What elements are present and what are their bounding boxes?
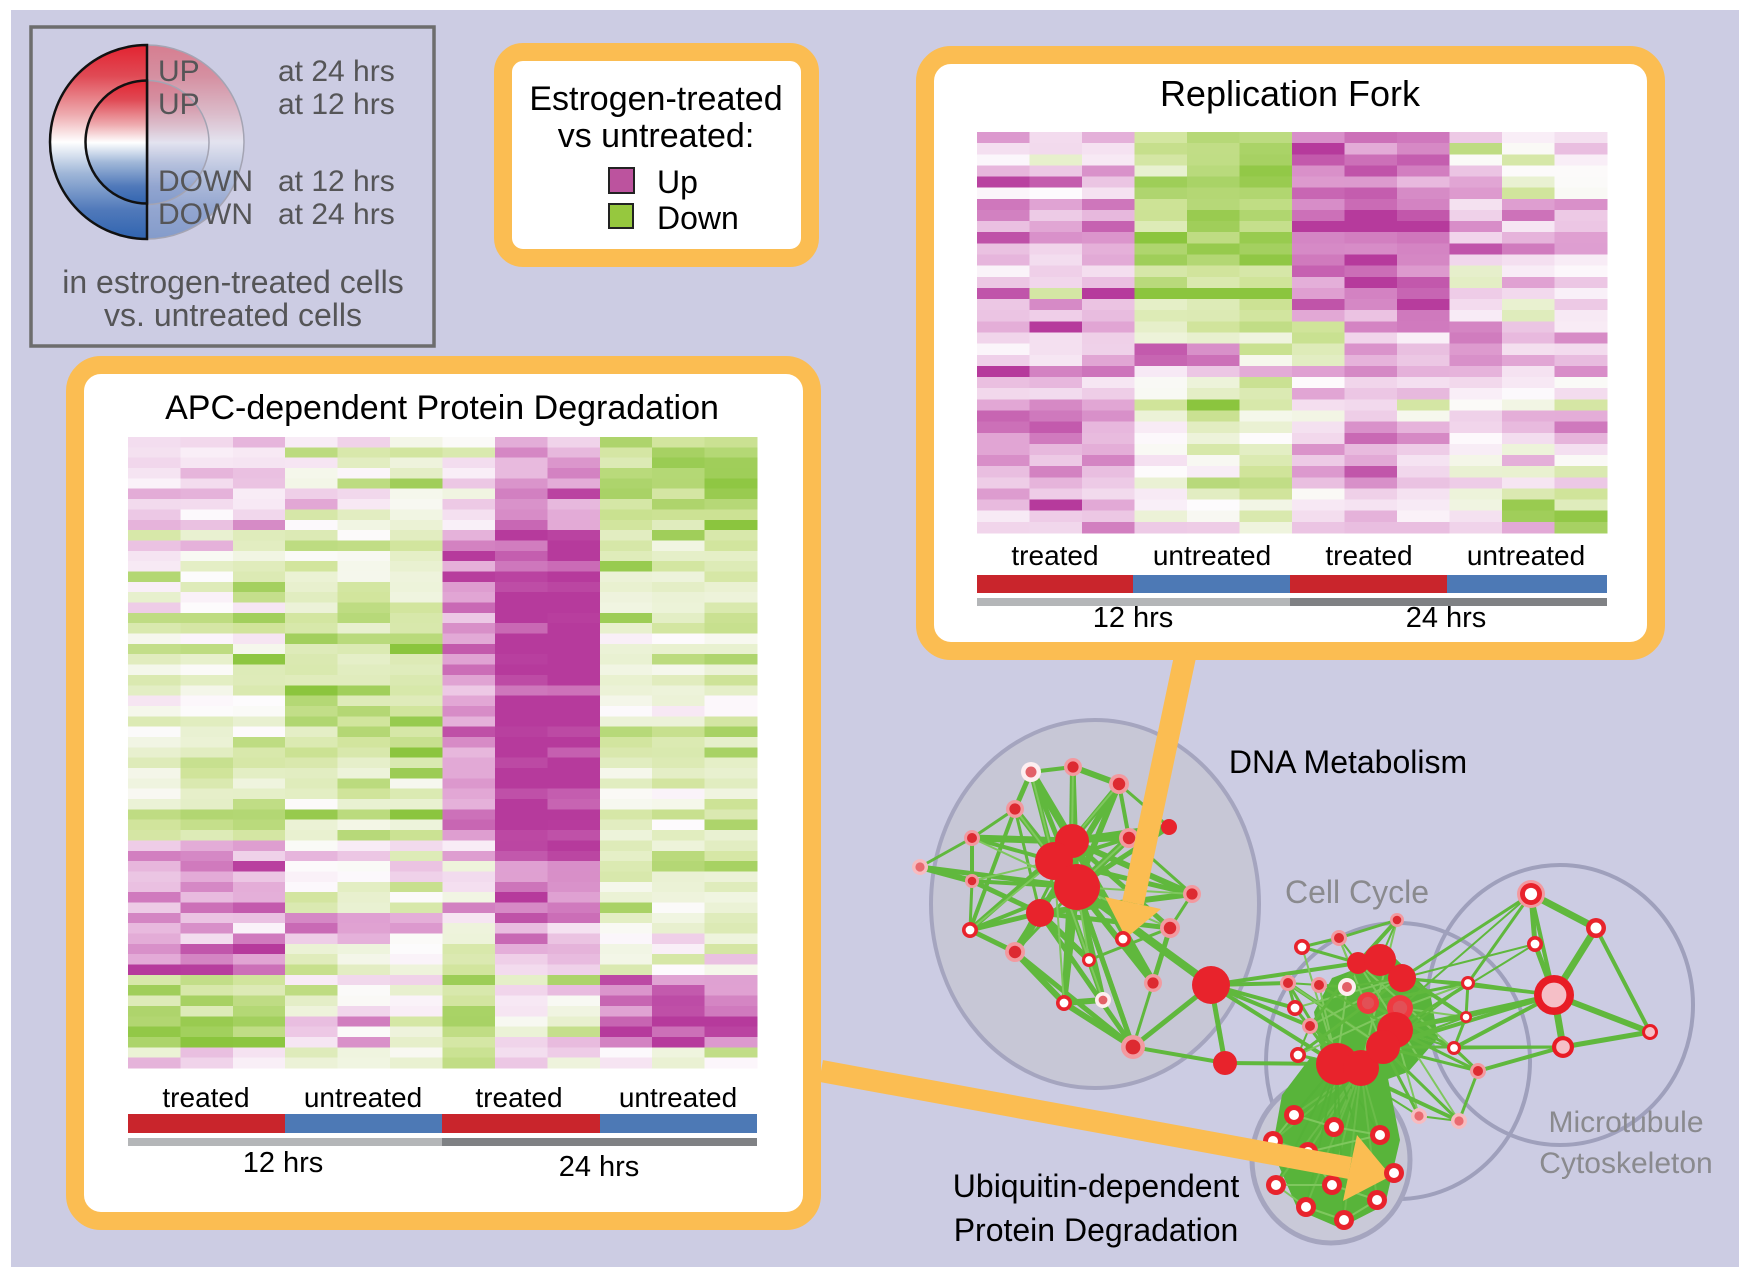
- svg-text:at 12 hrs: at 12 hrs: [278, 165, 395, 198]
- svg-text:12 hrs: 12 hrs: [1093, 602, 1174, 634]
- svg-text:at 24 hrs: at 24 hrs: [278, 55, 395, 88]
- svg-text:UP: UP: [158, 88, 200, 121]
- svg-text:vs untreated:: vs untreated:: [558, 117, 755, 155]
- svg-text:Cell Cycle: Cell Cycle: [1285, 874, 1429, 910]
- svg-text:DOWN: DOWN: [158, 198, 253, 231]
- svg-text:Estrogen-treated: Estrogen-treated: [529, 80, 782, 118]
- svg-text:12 hrs: 12 hrs: [243, 1147, 324, 1179]
- svg-text:DOWN: DOWN: [158, 165, 253, 198]
- svg-text:untreated: untreated: [1153, 540, 1271, 571]
- svg-text:at 12 hrs: at 12 hrs: [278, 88, 395, 121]
- svg-text:Ubiquitin-dependent: Ubiquitin-dependent: [953, 1168, 1240, 1204]
- svg-text:Protein Degradation: Protein Degradation: [954, 1212, 1239, 1248]
- svg-text:APC-dependent Protein Degradat: APC-dependent Protein Degradation: [165, 389, 719, 427]
- svg-text:treated: treated: [475, 1082, 562, 1113]
- svg-text:treated: treated: [1325, 540, 1412, 571]
- svg-text:vs. untreated cells: vs. untreated cells: [104, 297, 362, 333]
- svg-text:Microtubule: Microtubule: [1548, 1106, 1703, 1139]
- svg-text:DNA Metabolism: DNA Metabolism: [1229, 744, 1467, 780]
- svg-text:untreated: untreated: [1467, 540, 1585, 571]
- svg-text:untreated: untreated: [304, 1082, 422, 1113]
- svg-text:UP: UP: [158, 55, 200, 88]
- svg-text:at 24 hrs: at 24 hrs: [278, 198, 395, 231]
- svg-text:in estrogen-treated cells: in estrogen-treated cells: [62, 264, 404, 300]
- svg-text:24 hrs: 24 hrs: [559, 1151, 640, 1183]
- svg-text:Down: Down: [657, 200, 739, 236]
- svg-text:untreated: untreated: [619, 1082, 737, 1113]
- svg-text:Up: Up: [657, 164, 698, 200]
- svg-text:Replication Fork: Replication Fork: [1160, 73, 1421, 114]
- svg-text:Cytoskeleton: Cytoskeleton: [1539, 1147, 1712, 1180]
- svg-text:24 hrs: 24 hrs: [1406, 602, 1487, 634]
- svg-text:treated: treated: [162, 1082, 249, 1113]
- svg-text:treated: treated: [1011, 540, 1098, 571]
